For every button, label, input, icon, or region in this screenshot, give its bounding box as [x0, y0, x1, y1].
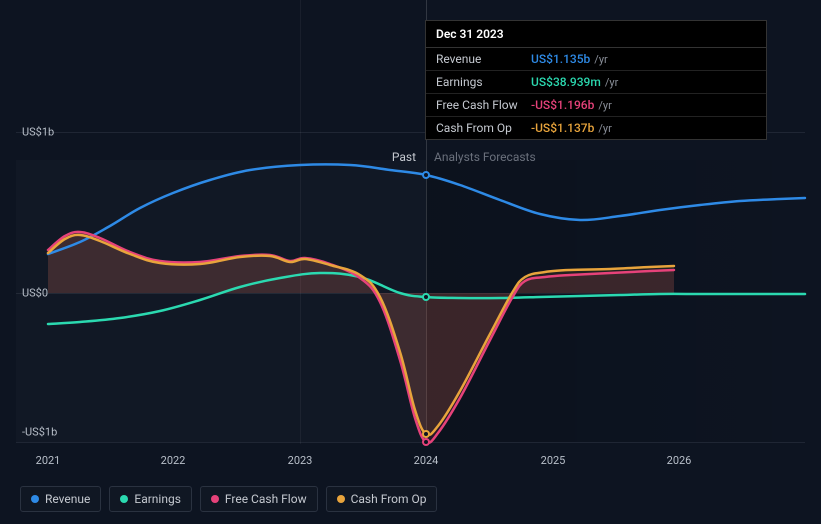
data-marker [422, 430, 430, 438]
y-axis: US$1b US$0 -US$1b [0, 0, 60, 524]
tooltip-row-unit: /yr [594, 53, 607, 66]
tooltip-row-label: Earnings [436, 75, 531, 89]
y-axis-label: -US$1b [22, 426, 57, 439]
tooltip-row-unit: /yr [598, 99, 611, 112]
cfo-area [48, 235, 674, 435]
legend-label: Cash From Op [351, 492, 427, 506]
data-tooltip: Dec 31 2023 RevenueUS$1.135b/yrEarningsU… [425, 20, 767, 140]
legend-item-free-cash-flow[interactable]: Free Cash Flow [200, 486, 318, 512]
legend-dot [211, 495, 219, 503]
tooltip-row: Free Cash Flow-US$1.196b/yr [426, 94, 766, 117]
tooltip-row: Cash From Op-US$1.137b/yr [426, 117, 766, 139]
x-axis-label: 2025 [541, 454, 566, 467]
x-axis-label: 2026 [667, 454, 692, 467]
tooltip-row-value: -US$1.137b [531, 121, 594, 135]
legend-dot [31, 495, 39, 503]
legend-label: Free Cash Flow [225, 492, 307, 506]
x-axis: 2021 2022 2023 2024 2025 2026 [0, 454, 821, 474]
legend-dot [337, 495, 345, 503]
y-axis-label: US$0 [22, 287, 48, 300]
legend: Revenue Earnings Free Cash Flow Cash From O… [20, 486, 437, 512]
x-axis-label: 2021 [36, 454, 61, 467]
legend-label: Earnings [134, 492, 181, 506]
legend-item-earnings[interactable]: Earnings [109, 486, 192, 512]
tooltip-row-unit: /yr [598, 122, 611, 135]
legend-item-revenue[interactable]: Revenue [20, 486, 101, 512]
tooltip-row-label: Cash From Op [436, 121, 531, 135]
legend-item-cash-from-op[interactable]: Cash From Op [326, 486, 438, 512]
x-axis-label: 2023 [288, 454, 313, 467]
data-marker [422, 438, 430, 446]
tooltip-row-label: Revenue [436, 52, 531, 66]
x-axis-label: 2024 [414, 454, 439, 467]
x-axis-label: 2022 [161, 454, 186, 467]
tooltip-row-unit: /yr [605, 76, 618, 89]
tooltip-row-value: US$1.135b [531, 52, 590, 66]
tooltip-row: EarningsUS$38.939m/yr [426, 71, 766, 94]
tooltip-row-label: Free Cash Flow [436, 98, 531, 112]
tooltip-row-value: -US$1.196b [531, 98, 594, 112]
y-axis-label: US$1b [22, 126, 54, 139]
tooltip-row-value: US$38.939m [531, 75, 601, 89]
tooltip-date: Dec 31 2023 [426, 21, 766, 48]
legend-label: Revenue [45, 492, 90, 506]
financial-chart: { "tooltip": { "date": "Dec 31 2023", "r… [0, 0, 821, 524]
data-marker [422, 293, 430, 301]
legend-dot [120, 495, 128, 503]
tooltip-row: RevenueUS$1.135b/yr [426, 48, 766, 71]
data-marker [422, 171, 430, 179]
